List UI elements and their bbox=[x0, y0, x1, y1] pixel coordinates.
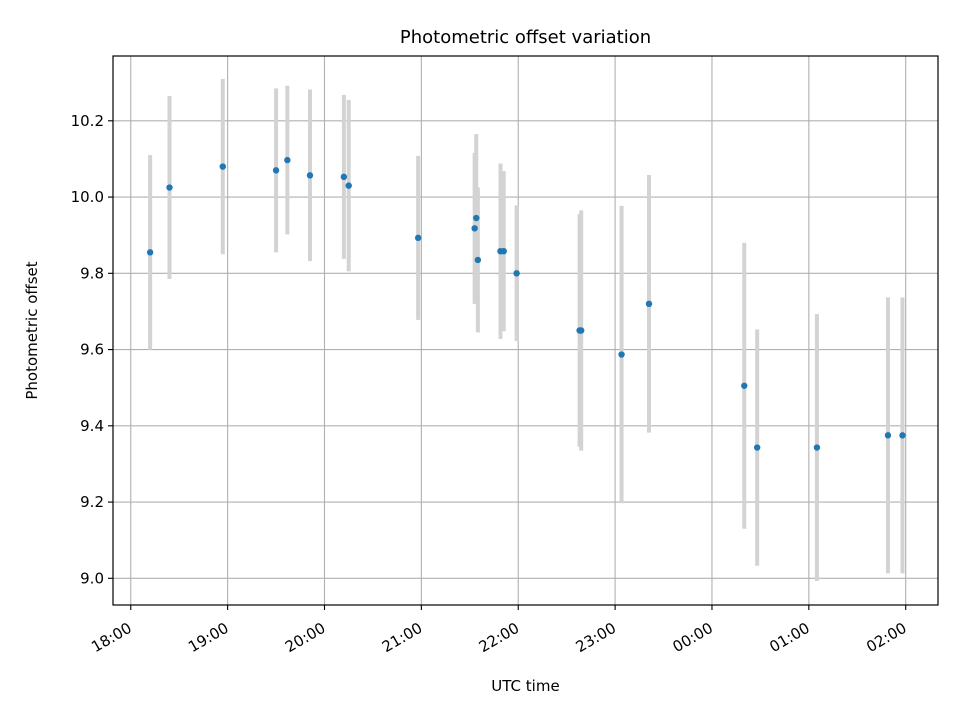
data-point bbox=[500, 248, 507, 255]
data-point bbox=[219, 163, 226, 170]
data-point bbox=[272, 167, 280, 174]
point-layer bbox=[146, 156, 906, 451]
y-tick-label: 10.0 bbox=[71, 188, 104, 206]
x-tick-label: 01:00 bbox=[766, 619, 812, 656]
tick-layer: 18:00 19:00 20:00 21:00 22:00 23:00 00:00 01:00… bbox=[71, 112, 910, 656]
data-point bbox=[471, 225, 478, 232]
y-axis-title: Photometric offset bbox=[23, 261, 41, 399]
x-tick-label: 20:00 bbox=[282, 619, 328, 656]
x-axis-title: UTC time bbox=[491, 677, 559, 695]
y-tick-label: 9.0 bbox=[80, 569, 104, 587]
data-point bbox=[618, 351, 625, 358]
data-point bbox=[753, 444, 761, 451]
data-point bbox=[284, 156, 291, 164]
x-tick-label: 23:00 bbox=[573, 619, 619, 656]
data-point bbox=[813, 444, 821, 451]
data-point bbox=[473, 214, 480, 222]
data-point bbox=[306, 172, 314, 179]
chart-title: Photometric offset variation bbox=[400, 27, 651, 48]
errorbar-layer bbox=[148, 78, 905, 581]
y-tick-label: 9.4 bbox=[80, 417, 104, 435]
x-tick-label: 22:00 bbox=[476, 619, 522, 656]
x-tick-label: 02:00 bbox=[863, 619, 909, 656]
x-tick-label: 18:00 bbox=[88, 619, 134, 656]
data-point bbox=[741, 382, 748, 389]
data-point bbox=[340, 173, 348, 181]
data-point bbox=[645, 300, 653, 308]
data-point bbox=[899, 432, 906, 439]
data-point bbox=[345, 182, 352, 189]
x-tick-label: 00:00 bbox=[670, 619, 716, 656]
data-point bbox=[884, 432, 892, 439]
x-tick-label: 21:00 bbox=[379, 619, 425, 656]
data-point bbox=[146, 249, 154, 256]
plot-frame bbox=[112, 55, 939, 606]
y-tick-label: 9.6 bbox=[80, 341, 104, 359]
data-point bbox=[513, 270, 520, 277]
y-tick-label: 9.8 bbox=[80, 264, 104, 282]
grid-layer bbox=[113, 56, 938, 605]
y-tick-label: 10.2 bbox=[71, 112, 104, 130]
data-point bbox=[414, 234, 422, 242]
data-point bbox=[577, 327, 585, 334]
y-tick-label: 9.2 bbox=[80, 493, 104, 511]
data-point bbox=[166, 184, 173, 191]
data-point bbox=[474, 256, 482, 264]
x-tick-label: 19:00 bbox=[185, 619, 231, 656]
